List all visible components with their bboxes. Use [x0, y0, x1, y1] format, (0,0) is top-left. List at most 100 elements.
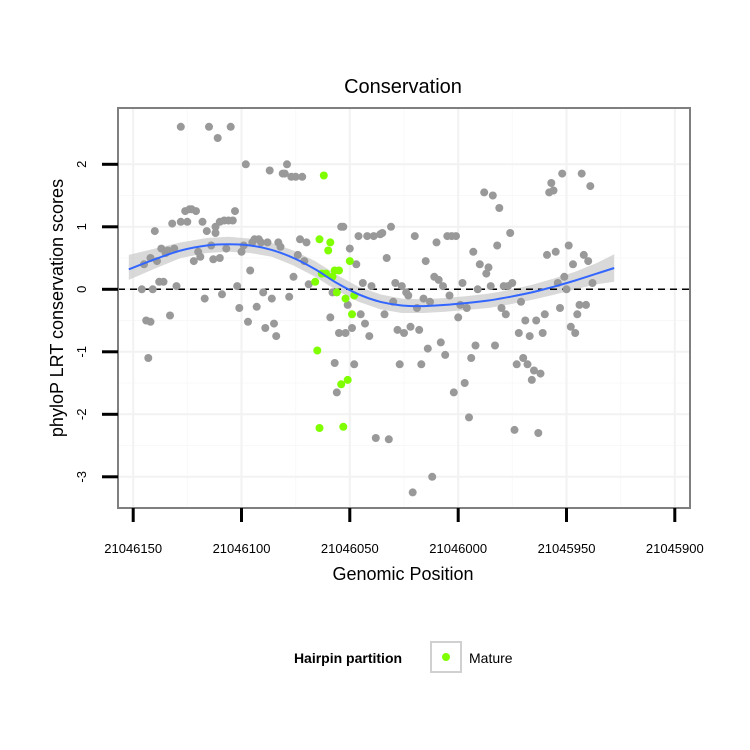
point-other [517, 297, 525, 306]
point-mature [315, 424, 324, 432]
point-other [419, 294, 428, 303]
points-mature-series [311, 171, 359, 432]
point-other [410, 232, 419, 241]
point-mature [341, 294, 350, 303]
point-other [172, 282, 181, 291]
point-mature [319, 171, 328, 180]
smooth-confidence-band [128, 236, 615, 313]
y-tick-label: 2 [74, 161, 89, 168]
point-other [432, 238, 441, 247]
x-tick-label: 21045900 [646, 541, 704, 556]
point-other [380, 310, 389, 319]
point-other [168, 219, 177, 228]
point-other [497, 304, 506, 312]
point-other [218, 290, 226, 299]
point-other [573, 310, 582, 319]
point-other [335, 329, 343, 337]
point-other [358, 279, 367, 287]
point-other [350, 360, 359, 369]
point-mature [339, 422, 348, 431]
point-other [163, 246, 172, 255]
point-other [395, 360, 404, 369]
point-other [159, 277, 168, 286]
point-other [343, 300, 352, 309]
point-other [339, 222, 348, 231]
point-other [387, 222, 395, 231]
point-other [202, 227, 211, 236]
point-other [408, 488, 417, 497]
point-other [150, 227, 159, 236]
point-other [267, 294, 276, 303]
point-other [391, 279, 400, 287]
point-other [215, 254, 224, 262]
point-other [404, 291, 413, 300]
point-other [365, 332, 374, 341]
point-other [556, 304, 564, 312]
point-other [506, 229, 515, 237]
point-mature [326, 238, 335, 247]
point-other [514, 329, 523, 337]
point-other [569, 260, 577, 269]
point-other [493, 241, 502, 250]
point-other [176, 122, 185, 131]
point-other [510, 425, 519, 434]
point-other [397, 282, 406, 291]
point-other [486, 282, 495, 291]
point-other [367, 282, 376, 291]
point-other [445, 291, 454, 300]
point-other [137, 285, 146, 294]
point-mature [337, 380, 346, 389]
point-other [491, 341, 499, 350]
points-other-series [137, 122, 597, 497]
point-other [417, 360, 426, 369]
point-other [588, 279, 597, 287]
point-other [170, 244, 179, 253]
point-other [291, 172, 300, 181]
point-other [363, 232, 372, 241]
x-tick-label: 21046000 [429, 541, 487, 556]
y-tick-label: 0 [74, 286, 89, 293]
plot-panel-border [117, 107, 691, 509]
point-other [406, 322, 415, 331]
point-other [356, 310, 365, 319]
smooth-fit [128, 236, 615, 313]
point-other [521, 316, 530, 325]
point-other [560, 272, 569, 281]
point-other [543, 250, 551, 259]
point-other [270, 319, 278, 328]
point-other [276, 242, 285, 251]
point-mature [332, 288, 341, 297]
point-other [536, 369, 545, 378]
point-other [462, 304, 471, 312]
point-other [330, 359, 339, 367]
x-tick-label: 21046100 [213, 541, 271, 556]
point-other [302, 238, 311, 247]
point-other [378, 229, 387, 237]
point-mature [343, 375, 352, 384]
point-other [237, 247, 246, 256]
point-other [289, 272, 298, 281]
point-other [296, 235, 304, 244]
point-other [213, 134, 222, 142]
point-other [384, 435, 393, 444]
legend: Hairpin partition Mature [294, 641, 513, 673]
point-other [283, 160, 291, 169]
point-other [369, 232, 378, 241]
point-other [400, 329, 408, 337]
point-mature [311, 277, 320, 286]
point-other [259, 288, 268, 297]
point-other [246, 266, 255, 275]
point-other [261, 324, 270, 332]
point-other [532, 316, 541, 325]
point-other [469, 247, 478, 256]
point-other [577, 169, 586, 178]
point-other [354, 232, 363, 241]
point-other [361, 319, 369, 328]
point-other [231, 207, 239, 216]
point-other [547, 179, 556, 187]
point-other [241, 160, 250, 169]
y-axis-label: phyloP LRT conservation scores [47, 179, 67, 437]
point-other [144, 354, 153, 362]
point-mature [324, 246, 333, 255]
